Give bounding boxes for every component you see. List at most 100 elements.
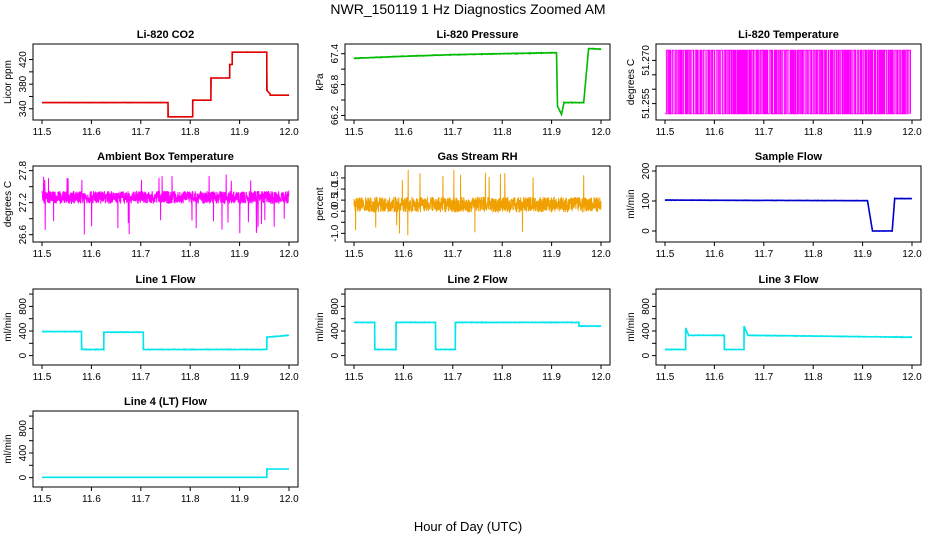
y-tick-label: 51.270 — [641, 45, 652, 76]
y-tick-label: 800 — [18, 420, 29, 437]
y-tick-label: 0.0 — [330, 204, 341, 218]
y-axis-label: degrees C — [3, 181, 14, 227]
y-axis-label: Licor ppm — [3, 60, 14, 104]
x-tick-label: 11.9 — [230, 494, 249, 505]
series-steps — [42, 468, 289, 479]
x-tick-label: 11.7 — [754, 249, 773, 260]
x-tick-label: 11.8 — [181, 249, 200, 260]
y-tick-label: 400 — [18, 444, 29, 461]
x-tick-label: 12.0 — [279, 127, 299, 138]
x-tick-label: 11.7 — [754, 127, 773, 138]
x-tick-label: 12.0 — [902, 127, 922, 138]
panel-10: Line 4 (LT) Flow 11.5 11.6 11.7 11.8 11.9 12.0… — [3, 396, 299, 505]
plot-frame — [344, 43, 611, 121]
x-tick-label: 12.0 — [902, 249, 922, 260]
x-tick-label: 11.6 — [705, 127, 724, 138]
panel-8: Line 2 Flow 11.5 11.6 11.7 11.8 11.9 12.0 0 400 8… — [315, 274, 611, 383]
y-tick-label: 27.8 — [18, 160, 29, 180]
x-tick-label: 11.8 — [493, 249, 512, 260]
x-tick-label: 11.5 — [345, 127, 364, 138]
panel-title: Line 2 Flow — [448, 274, 508, 286]
panel-6: Sample Flow 11.5 11.6 11.7 11.8 11.9 12.0 0 100 2… — [626, 151, 922, 260]
panel-4: Ambient Box Temperature 11.5 11.6 11.7 11.8 1… — [3, 151, 299, 260]
plot-frame — [655, 165, 922, 243]
x-tick-label: 11.9 — [853, 372, 872, 383]
x-tick-label: 11.9 — [542, 249, 561, 260]
x-tick-label: 11.6 — [82, 127, 101, 138]
figure-title: NWR_150119 1 Hz Diagnostics Zoomed AM — [330, 1, 605, 17]
y-tick-label: 67.4 — [330, 44, 341, 64]
x-tick-label: 11.6 — [394, 372, 413, 383]
y-tick-label: 0 — [641, 352, 652, 358]
series-steps — [42, 330, 290, 351]
y-tick-label: 0 — [18, 352, 29, 358]
x-tick-label: 11.5 — [656, 372, 675, 383]
x-tick-label: 11.9 — [853, 127, 872, 138]
panels: Li-820 CO2 11.5 11.6 11.7 11.8 11.9 12.0 340 380… — [3, 29, 922, 505]
x-tick-label: 12.0 — [591, 127, 611, 138]
x-tick-label: 11.9 — [853, 249, 872, 260]
x-tick-label: 11.9 — [230, 249, 249, 260]
x-tick-label: 11.5 — [345, 372, 364, 383]
x-tick-label: 11.8 — [804, 372, 823, 383]
x-tick-label: 11.8 — [181, 494, 200, 505]
y-tick-label: 0.5 — [330, 193, 341, 207]
panel-1: Li-820 CO2 11.5 11.6 11.7 11.8 11.9 12.0 340 380… — [3, 29, 299, 138]
y-tick-label: 51.255 — [641, 88, 652, 119]
series-line — [664, 196, 913, 233]
series-line — [664, 49, 911, 115]
series-line — [353, 169, 602, 236]
x-tick-label: 11.6 — [82, 249, 101, 260]
y-axis-label: ml/min — [3, 312, 14, 341]
y-tick-label: 26.6 — [18, 224, 29, 244]
x-tick-label: 11.5 — [33, 494, 52, 505]
y-tick-label: 0 — [641, 228, 652, 234]
y-axis-label: percent — [315, 187, 326, 221]
x-tick-label: 11.8 — [804, 127, 823, 138]
x-tick-label: 11.6 — [705, 249, 724, 260]
x-tick-label: 12.0 — [591, 372, 611, 383]
series-line — [41, 468, 290, 479]
y-axis-label: ml/min — [315, 312, 326, 341]
x-tick-label: 12.0 — [902, 372, 922, 383]
panel-title: Line 3 Flow — [759, 274, 819, 286]
x-tick-label: 11.7 — [443, 372, 462, 383]
panel-9: Line 3 Flow 11.5 11.6 11.7 11.8 11.9 12.0 0 400 8… — [626, 274, 922, 383]
x-tick-label: 11.6 — [82, 372, 101, 383]
plot-frame — [32, 165, 299, 243]
y-axis-label: kPa — [315, 73, 326, 91]
panel-title: Ambient Box Temperature — [97, 151, 234, 163]
x-tick-label: 12.0 — [591, 249, 611, 260]
x-tick-label: 11.8 — [493, 127, 512, 138]
y-tick-label: 200 — [641, 162, 652, 179]
series-steps — [42, 51, 289, 118]
x-tick-label: 11.7 — [131, 494, 150, 505]
y-tick-label: 400 — [330, 322, 341, 339]
x-tick-label: 11.6 — [394, 249, 413, 260]
x-tick-label: 11.5 — [33, 372, 52, 383]
series-line — [353, 320, 602, 352]
panel-title: Gas Stream RH — [437, 151, 517, 163]
series-line — [664, 326, 912, 351]
x-tick-label: 11.5 — [656, 249, 675, 260]
x-tick-label: 11.9 — [230, 372, 249, 383]
x-tick-label: 11.7 — [754, 372, 773, 383]
x-tick-label: 11.7 — [131, 372, 150, 383]
x-tick-label: 11.8 — [493, 372, 512, 383]
x-tick-label: 11.9 — [542, 372, 561, 383]
plot-frame — [344, 288, 611, 366]
panel-title: Li-820 Pressure — [437, 29, 519, 41]
x-tick-label: 11.9 — [230, 127, 249, 138]
y-tick-label: 66.8 — [330, 74, 341, 94]
plot-frame — [32, 43, 299, 121]
panel-7: Line 1 Flow 11.5 11.6 11.7 11.8 11.9 12.0 0 400 8… — [3, 274, 299, 383]
x-tick-label: 11.5 — [656, 127, 675, 138]
plot-frame — [32, 410, 299, 488]
x-tick-label: 11.6 — [394, 127, 413, 138]
series-line — [353, 47, 602, 116]
plot-frame — [344, 165, 611, 243]
x-tick-label: 11.5 — [33, 249, 52, 260]
x-tick-label: 11.8 — [804, 249, 823, 260]
x-tick-label: 12.0 — [279, 249, 299, 260]
